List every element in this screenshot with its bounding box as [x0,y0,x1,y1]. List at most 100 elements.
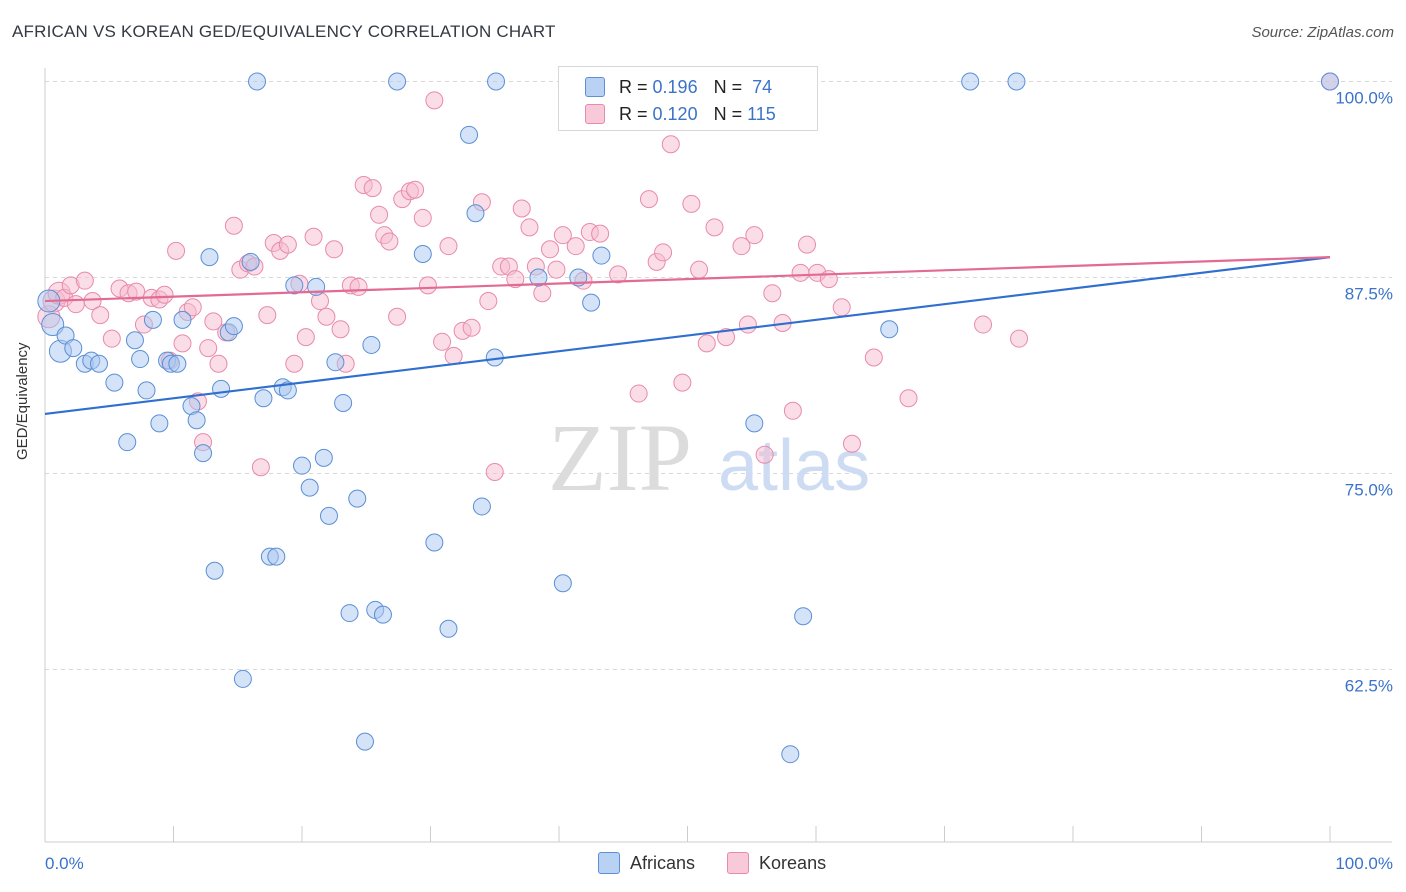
korean-point-21 [183,298,202,317]
african-point-1 [41,313,65,337]
korean-point-56 [406,180,425,199]
african-point-48 [373,605,392,624]
korean-point-47 [349,277,368,296]
korean-point-95 [732,237,751,256]
grid-lines [45,81,1392,671]
korean-point-19 [173,334,192,353]
korean-point-85 [639,190,658,209]
african-point-56 [487,72,506,91]
korean-point-109 [899,389,918,408]
korean-point-25 [204,312,223,331]
africans-r-value: 0.196 [652,76,698,97]
legend-row-africans: R = 0.196 N = 74 [585,76,772,98]
y-tick-label-2: 75.0% [1345,481,1393,500]
african-point-24 [212,379,231,398]
african-point-53 [460,125,479,144]
african-point-22 [200,248,219,267]
african-point-9 [118,433,137,452]
stats-legend: R = 0.196 N = 74 R = 0.120 N = 115 [558,66,818,131]
y-tick-label-3: 62.5% [1345,677,1393,696]
korean-point-89 [673,373,692,392]
korean-point-9 [102,329,121,348]
african-point-32 [267,547,286,566]
african-point-20 [187,411,206,430]
african-point-30 [254,389,273,408]
y-tick-label-0: 100.0% [1335,89,1393,108]
korean-point-93 [705,218,724,237]
african-point-39 [314,448,333,467]
african-point-70 [1321,72,1339,91]
source-label: Source: ZipAtlas.com [1251,24,1394,41]
african-point-27 [233,669,252,688]
korean-point-18 [167,241,186,260]
african-point-37 [300,478,319,497]
african-point-62 [592,246,611,265]
korean-point-36 [278,235,297,254]
korean-point-64 [462,318,481,337]
korean-point-50 [370,205,389,224]
korean-point-87 [654,243,673,262]
korean-point-96 [738,315,757,334]
africans-n-label: N = [713,76,743,97]
korean-point-70 [506,270,525,289]
african-point-55 [472,497,491,516]
african-point-29 [248,72,267,91]
x-tick-labels: 0.0% 100.0% [45,854,1393,873]
korean-point-77 [553,226,572,245]
korean-point-39 [296,328,315,347]
korean-point-6 [75,271,94,290]
korean-point-98 [755,445,774,464]
koreans-n-label: N = [713,103,743,124]
african-point-21 [194,444,213,463]
korean-point-58 [418,276,437,295]
korean-point-71 [512,199,531,218]
african-point-28 [241,252,260,271]
korean-point-37 [285,354,304,373]
africans-legend-label: Africans [630,852,696,873]
x-tick-label-0: 0.0% [45,854,84,873]
axes [44,68,1392,843]
korean-point-12 [127,282,146,301]
korean-point-28 [224,216,243,235]
korean-point-83 [609,265,628,284]
korean-point-110 [974,315,993,334]
korean-point-108 [864,348,883,367]
african-point-46 [362,335,381,354]
african-point-12 [137,381,156,400]
y-tick-label-1: 87.5% [1345,285,1393,304]
korean-point-72 [520,218,539,237]
korean-point-24 [199,339,218,358]
african-point-10 [125,331,144,350]
y-axis-label: GED/Equivalency [14,342,31,460]
african-point-69 [1007,72,1026,91]
korean-point-44 [331,320,350,339]
african-point-66 [794,607,813,626]
watermark: ZIP atlas [548,404,870,511]
korean-point-99 [763,284,782,303]
african-point-42 [334,393,353,412]
african-point-35 [285,276,304,295]
korean-point-33 [258,306,277,325]
korean-point-103 [798,235,817,254]
african-point-41 [326,353,345,372]
koreans-r-label: R = [619,103,648,124]
korean-point-49 [363,179,382,198]
african-point-8 [105,373,124,392]
koreans-n-value: 115 [747,103,776,124]
korean-point-102 [791,263,810,282]
korean-point-59 [425,91,444,110]
african-point-7 [89,354,108,373]
korean-point-101 [783,401,802,420]
korean-point-82 [591,224,610,243]
korean-point-97 [745,226,764,245]
african-point-34 [278,381,297,400]
korean-point-8 [91,306,110,325]
korean-point-94 [717,328,736,347]
korean-point-43 [325,240,344,259]
african-point-13 [143,310,162,329]
african-point-18 [173,310,192,329]
africans-legend-swatch [598,852,620,874]
african-point-68 [961,72,980,91]
korean-point-42 [317,307,336,326]
korean-point-90 [682,194,701,213]
